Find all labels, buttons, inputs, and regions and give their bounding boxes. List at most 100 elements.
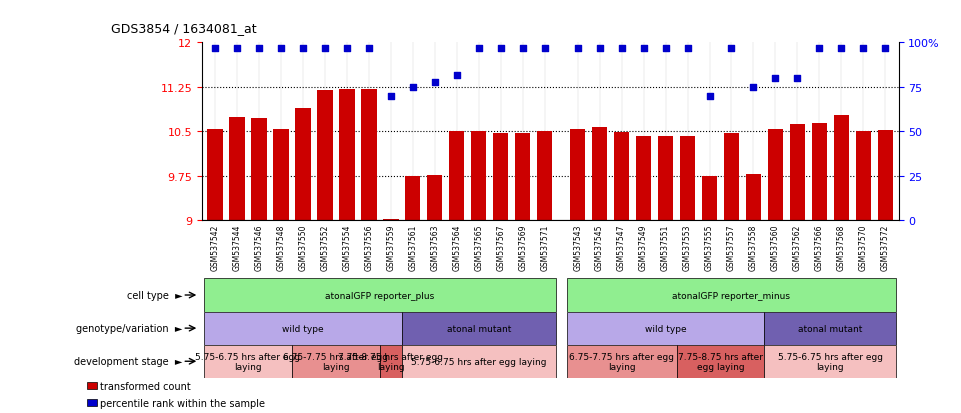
- Bar: [764, 312, 897, 345]
- Bar: [427, 176, 442, 221]
- Point: [493, 45, 508, 52]
- Bar: [204, 345, 292, 378]
- Text: 5.75-6.75 hrs after egg
laying: 5.75-6.75 hrs after egg laying: [195, 352, 301, 371]
- Bar: [877, 131, 893, 221]
- Point: [679, 45, 695, 52]
- Text: wild type: wild type: [645, 324, 686, 333]
- Point: [724, 45, 739, 52]
- Bar: [567, 312, 764, 345]
- Bar: [402, 345, 555, 378]
- Point: [295, 45, 310, 52]
- Bar: [746, 175, 761, 221]
- Bar: [87, 382, 97, 389]
- Bar: [592, 128, 607, 221]
- Text: GSM537566: GSM537566: [815, 224, 824, 270]
- Bar: [855, 132, 871, 221]
- Point: [317, 45, 333, 52]
- Point: [702, 93, 717, 100]
- Bar: [702, 177, 717, 221]
- Text: development stage  ►: development stage ►: [74, 356, 183, 366]
- Text: GSM537554: GSM537554: [342, 224, 352, 270]
- Bar: [570, 129, 585, 221]
- Text: 5.75-6.75 hrs after egg
laying: 5.75-6.75 hrs after egg laying: [777, 352, 883, 371]
- Bar: [449, 132, 464, 221]
- Point: [449, 72, 464, 78]
- Bar: [724, 133, 739, 221]
- Text: GSM537543: GSM537543: [573, 224, 582, 270]
- Bar: [677, 345, 764, 378]
- Point: [812, 45, 827, 52]
- Bar: [292, 345, 380, 378]
- Text: 5.75-6.75 hrs after egg laying: 5.75-6.75 hrs after egg laying: [411, 357, 547, 366]
- Bar: [471, 132, 486, 221]
- Bar: [204, 312, 402, 345]
- Point: [251, 45, 266, 52]
- Text: GSM537553: GSM537553: [683, 224, 692, 270]
- Bar: [614, 133, 629, 221]
- Text: GSM537546: GSM537546: [255, 224, 263, 270]
- Text: atonal mutant: atonal mutant: [799, 324, 863, 333]
- Bar: [361, 90, 377, 221]
- Text: GSM537559: GSM537559: [386, 224, 395, 270]
- Text: wild type: wild type: [283, 324, 324, 333]
- Bar: [493, 133, 508, 221]
- Text: genotype/variation  ►: genotype/variation ►: [76, 323, 183, 333]
- Point: [515, 45, 530, 52]
- Bar: [567, 279, 897, 312]
- Point: [855, 45, 871, 52]
- Bar: [273, 130, 288, 221]
- Text: 7.75-8.75 hrs after egg
laying: 7.75-8.75 hrs after egg laying: [338, 352, 443, 371]
- Bar: [764, 345, 897, 378]
- Text: GSM537549: GSM537549: [639, 224, 648, 270]
- Text: GSM537552: GSM537552: [320, 224, 330, 270]
- Bar: [812, 123, 827, 221]
- Bar: [636, 137, 652, 221]
- Point: [570, 45, 585, 52]
- Bar: [317, 91, 333, 221]
- Text: atonal mutant: atonal mutant: [447, 324, 511, 333]
- Text: GSM537542: GSM537542: [210, 224, 219, 270]
- Point: [471, 45, 486, 52]
- Point: [208, 45, 223, 52]
- Point: [614, 45, 629, 52]
- Bar: [834, 116, 850, 221]
- Bar: [295, 109, 310, 221]
- Bar: [768, 129, 783, 221]
- Bar: [380, 345, 402, 378]
- Text: 7.75-8.75 hrs after
egg laying: 7.75-8.75 hrs after egg laying: [678, 352, 763, 371]
- Point: [361, 45, 377, 52]
- Bar: [251, 119, 266, 221]
- Bar: [790, 125, 805, 221]
- Point: [339, 45, 355, 52]
- Text: 6.75-7.75 hrs after egg
laying: 6.75-7.75 hrs after egg laying: [283, 352, 388, 371]
- Text: GSM537561: GSM537561: [408, 224, 417, 270]
- Point: [636, 45, 652, 52]
- Text: atonalGFP reporter_minus: atonalGFP reporter_minus: [673, 291, 791, 300]
- Text: GSM537557: GSM537557: [727, 224, 736, 270]
- Bar: [87, 399, 97, 406]
- Text: cell type  ►: cell type ►: [127, 290, 183, 300]
- Bar: [658, 136, 674, 221]
- Bar: [208, 129, 223, 221]
- Text: GSM537556: GSM537556: [364, 224, 373, 270]
- Bar: [567, 345, 677, 378]
- Text: GSM537551: GSM537551: [661, 224, 670, 270]
- Text: GSM537564: GSM537564: [453, 224, 461, 270]
- Bar: [402, 312, 555, 345]
- Text: GSM537560: GSM537560: [771, 224, 780, 270]
- Text: GSM537562: GSM537562: [793, 224, 801, 270]
- Point: [406, 84, 421, 91]
- Bar: [537, 132, 553, 221]
- Text: GSM537558: GSM537558: [749, 224, 758, 270]
- Text: GSM537563: GSM537563: [431, 224, 439, 270]
- Text: GSM537567: GSM537567: [496, 224, 505, 270]
- Text: GSM537570: GSM537570: [859, 224, 868, 270]
- Point: [383, 93, 399, 100]
- Text: GSM537544: GSM537544: [233, 224, 241, 270]
- Bar: [204, 279, 555, 312]
- Text: GSM537547: GSM537547: [617, 224, 627, 270]
- Bar: [383, 220, 399, 221]
- Point: [746, 84, 761, 91]
- Point: [834, 45, 850, 52]
- Point: [427, 79, 442, 86]
